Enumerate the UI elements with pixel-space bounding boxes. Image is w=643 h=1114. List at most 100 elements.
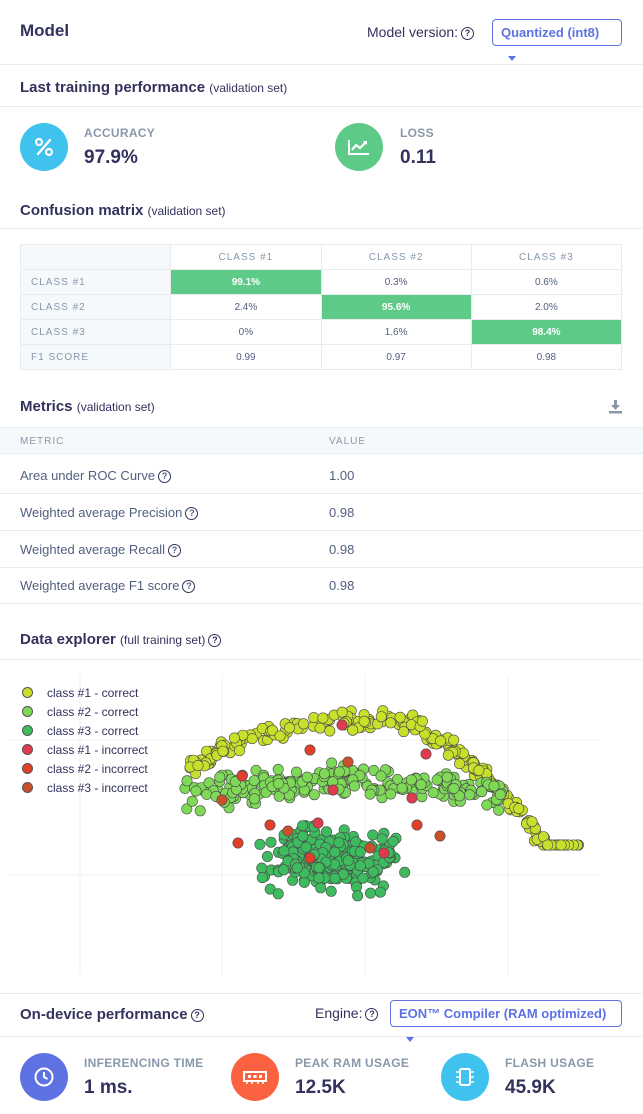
- divider: [0, 993, 643, 994]
- data-point: [375, 711, 387, 723]
- legend-item[interactable]: class #3 - correct: [22, 721, 148, 740]
- data-point: [354, 860, 366, 872]
- legend-item[interactable]: class #1 - correct: [22, 683, 148, 702]
- data-point: [278, 864, 290, 876]
- data-point: [493, 804, 505, 816]
- data-explorer-plot[interactable]: [0, 660, 643, 980]
- matrix-cell: 0%: [170, 319, 322, 345]
- help-icon[interactable]: ?: [208, 633, 222, 647]
- data-point: [290, 766, 302, 778]
- matrix-col-header: CLASS #3: [470, 244, 623, 270]
- data-point: [357, 872, 369, 884]
- divider: [0, 106, 643, 107]
- help-icon[interactable]: ?: [158, 470, 172, 484]
- matrix-cell: 0.6%: [470, 269, 623, 295]
- help-icon[interactable]: ?: [182, 580, 196, 594]
- data-point: [314, 722, 326, 734]
- device-title: On-device performance?: [20, 1006, 204, 1023]
- data-point: [298, 876, 310, 888]
- data-point: [354, 846, 366, 858]
- value-col-header: VALUE: [329, 436, 367, 447]
- model-version-select[interactable]: Quantized (int8): [492, 19, 622, 62]
- help-icon[interactable]: ?: [185, 507, 199, 521]
- data-point: [228, 732, 240, 744]
- data-point: [364, 788, 376, 800]
- data-point: [201, 788, 213, 800]
- data-point: [313, 872, 325, 884]
- loss-value: 0.11: [400, 147, 436, 168]
- data-point: [301, 771, 313, 783]
- data-point: [348, 780, 360, 792]
- data-point: [256, 862, 268, 874]
- matrix-cell: 0.98: [470, 344, 623, 370]
- matrix-cell: 2.4%: [170, 294, 322, 320]
- loss-label: LOSS: [400, 126, 434, 140]
- data-point: [411, 819, 423, 831]
- data-point: [385, 788, 397, 800]
- engine-select[interactable]: EON™ Compiler (RAM optimized): [390, 1000, 622, 1043]
- help-icon[interactable]: ?: [168, 544, 182, 558]
- metrics-table-header: METRIC VALUE: [0, 427, 643, 454]
- data-point: [272, 778, 284, 790]
- data-point: [190, 785, 202, 797]
- metric-col-header: METRIC: [20, 436, 65, 447]
- matrix-cell: 99.1%: [170, 269, 322, 295]
- data-point: [333, 837, 345, 849]
- data-point: [441, 771, 453, 783]
- data-point: [342, 855, 354, 867]
- data-point: [374, 886, 386, 898]
- divider: [0, 228, 643, 229]
- data-point: [320, 826, 332, 838]
- data-point: [464, 789, 476, 801]
- data-point: [367, 866, 379, 878]
- data-point: [333, 766, 345, 778]
- matrix-corner: [19, 244, 172, 270]
- data-point: [326, 757, 338, 769]
- legend-swatch: [22, 744, 33, 755]
- data-point: [396, 782, 408, 794]
- data-point: [376, 833, 388, 845]
- help-icon[interactable]: ?: [461, 26, 475, 40]
- data-point: [454, 758, 466, 770]
- data-point: [272, 888, 284, 900]
- data-point: [254, 838, 266, 850]
- data-point: [367, 829, 379, 841]
- data-point: [329, 872, 341, 884]
- data-point: [308, 789, 320, 801]
- matrix-cell: 0.99: [170, 344, 322, 370]
- metric-name: Weighted average F1 score?: [20, 578, 196, 594]
- legend-item[interactable]: class #2 - incorrect: [22, 759, 148, 778]
- data-point: [297, 718, 309, 730]
- data-point: [364, 842, 376, 854]
- legend-swatch: [22, 706, 33, 717]
- help-icon[interactable]: ?: [365, 1007, 379, 1021]
- data-point: [248, 775, 260, 787]
- download-icon[interactable]: [608, 399, 623, 419]
- data-point: [513, 803, 525, 815]
- chevron-down-icon: [508, 56, 516, 62]
- data-point: [329, 846, 341, 858]
- divider: [0, 64, 643, 65]
- data-point: [264, 819, 276, 831]
- inferencing-value: 1 ms.: [84, 1077, 133, 1098]
- data-point: [248, 793, 260, 805]
- data-point: [399, 866, 411, 878]
- data-point: [282, 825, 294, 837]
- data-point: [406, 792, 418, 804]
- data-point: [431, 774, 443, 786]
- legend-item[interactable]: class #3 - incorrect: [22, 778, 148, 797]
- help-icon[interactable]: ?: [190, 1008, 204, 1022]
- matrix-cell: 0.3%: [320, 269, 472, 295]
- data-point: [324, 725, 336, 737]
- data-point: [297, 830, 309, 842]
- chip-icon: [441, 1053, 489, 1101]
- data-point: [364, 887, 376, 899]
- data-point: [291, 862, 303, 874]
- data-point: [416, 715, 428, 727]
- table-row: Weighted average Recall? 0.98: [0, 531, 643, 568]
- legend-item[interactable]: class #1 - incorrect: [22, 740, 148, 759]
- legend-item[interactable]: class #2 - correct: [22, 702, 148, 721]
- clock-icon: [20, 1053, 68, 1101]
- data-point: [352, 890, 364, 902]
- data-point: [274, 730, 286, 742]
